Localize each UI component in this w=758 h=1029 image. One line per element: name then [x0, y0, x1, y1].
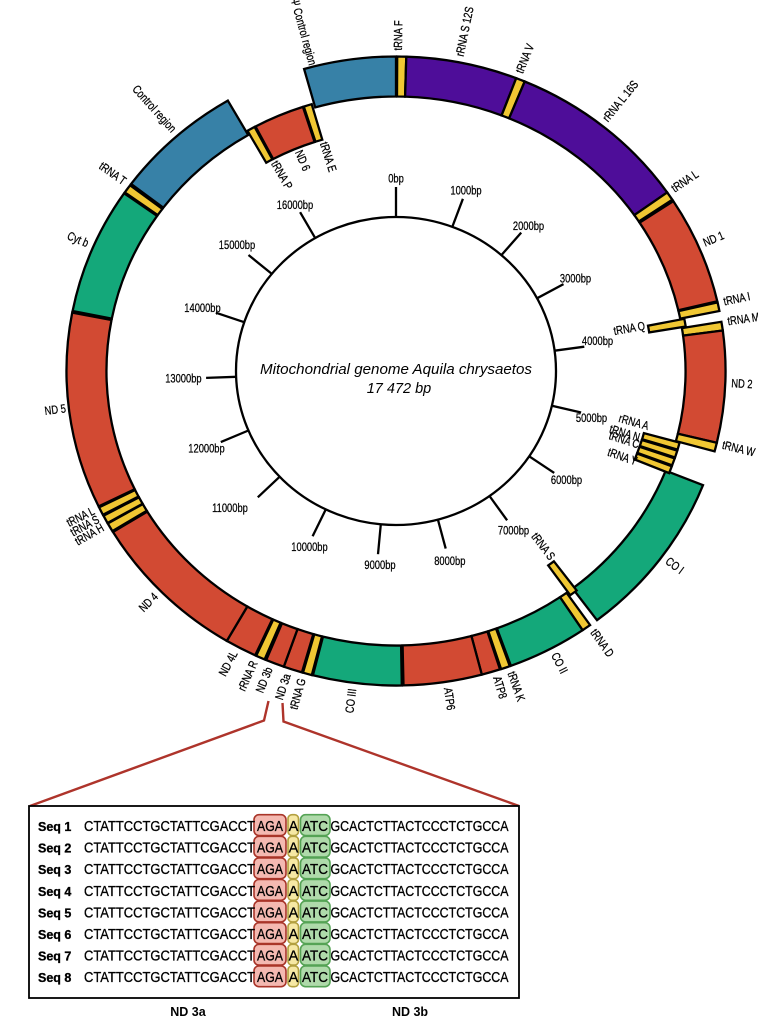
svg-text:A: A — [289, 970, 299, 986]
svg-text:15000bp: 15000bp — [219, 239, 255, 252]
svg-text:ATC: ATC — [302, 819, 328, 835]
svg-text:CTATTCCTGCTATTCGACCT: CTATTCCTGCTATTCGACCT — [84, 819, 255, 835]
svg-text:AGA: AGA — [257, 905, 283, 921]
svg-text:12000bp: 12000bp — [188, 442, 224, 455]
svg-text:GCACTCTTACTCCCTCTGCCA: GCACTCTTACTCCCTCTGCCA — [331, 884, 509, 900]
svg-text:Seq 7: Seq 7 — [38, 950, 71, 964]
svg-text:A: A — [289, 841, 299, 857]
svg-text:Seq 6: Seq 6 — [38, 928, 71, 942]
svg-text:A: A — [289, 819, 299, 835]
svg-text:AGA: AGA — [257, 949, 283, 965]
svg-text:Mitochondrial genome Aquila ch: Mitochondrial genome Aquila chrysaetos — [260, 362, 532, 378]
svg-text:ATC: ATC — [302, 841, 328, 857]
svg-text:ATC: ATC — [302, 970, 328, 986]
svg-text:14000bp: 14000bp — [184, 302, 220, 315]
svg-text:CTATTCCTGCTATTCGACCT: CTATTCCTGCTATTCGACCT — [84, 949, 255, 965]
svg-text:CTATTCCTGCTATTCGACCT: CTATTCCTGCTATTCGACCT — [84, 905, 255, 921]
svg-text:ATP6: ATP6 — [441, 687, 457, 711]
svg-text:ATC: ATC — [302, 884, 328, 900]
svg-text:tRNA F: tRNA F — [392, 20, 406, 51]
svg-text:GCACTCTTACTCCCTCTGCCA: GCACTCTTACTCCCTCTGCCA — [331, 949, 509, 965]
svg-text:ATC: ATC — [302, 949, 328, 965]
svg-text:tRNA Q: tRNA Q — [613, 320, 647, 339]
svg-text:A: A — [289, 949, 299, 965]
svg-text:AGA: AGA — [257, 884, 283, 900]
svg-text:ATC: ATC — [302, 862, 328, 878]
svg-text:7000bp: 7000bp — [498, 524, 529, 537]
svg-text:GCACTCTTACTCCCTCTGCCA: GCACTCTTACTCCCTCTGCCA — [331, 927, 509, 943]
svg-text:AGA: AGA — [257, 862, 283, 878]
svg-text:Seq 4: Seq 4 — [38, 885, 71, 899]
svg-text:2000bp: 2000bp — [513, 220, 544, 233]
svg-text:AGA: AGA — [257, 841, 283, 857]
svg-text:AGA: AGA — [257, 819, 283, 835]
svg-text:tRNA M: tRNA M — [727, 311, 758, 329]
svg-text:GCACTCTTACTCCCTCTGCCA: GCACTCTTACTCCCTCTGCCA — [331, 819, 509, 835]
svg-text:ATC: ATC — [302, 905, 328, 921]
svg-text:A: A — [289, 905, 299, 921]
svg-text:A: A — [289, 884, 299, 900]
svg-text:16000bp: 16000bp — [277, 199, 313, 212]
svg-text:ND 5: ND 5 — [44, 402, 67, 418]
svg-text:ND 2: ND 2 — [731, 377, 753, 391]
svg-text:Seq 2: Seq 2 — [38, 842, 71, 856]
svg-text:17 472 bp: 17 472 bp — [367, 381, 432, 397]
svg-text:GCACTCTTACTCCCTCTGCCA: GCACTCTTACTCCCTCTGCCA — [331, 862, 509, 878]
svg-text:A: A — [289, 862, 299, 878]
svg-text:ATP8: ATP8 — [490, 675, 509, 701]
svg-text:AGA: AGA — [257, 927, 283, 943]
svg-text:AGA: AGA — [257, 970, 283, 986]
svg-text:10000bp: 10000bp — [291, 541, 327, 554]
svg-text:ND 3b: ND 3b — [392, 1005, 428, 1019]
svg-text:CO III: CO III — [343, 688, 359, 714]
svg-text:1000bp: 1000bp — [450, 184, 481, 197]
svg-text:GCACTCTTACTCCCTCTGCCA: GCACTCTTACTCCCTCTGCCA — [331, 841, 509, 857]
svg-text:CTATTCCTGCTATTCGACCT: CTATTCCTGCTATTCGACCT — [84, 862, 255, 878]
svg-text:6000bp: 6000bp — [551, 474, 582, 487]
svg-text:3000bp: 3000bp — [560, 272, 591, 285]
svg-text:CTATTCCTGCTATTCGACCT: CTATTCCTGCTATTCGACCT — [84, 841, 255, 857]
svg-text:Seq 1: Seq 1 — [38, 820, 71, 834]
svg-text:CTATTCCTGCTATTCGACCT: CTATTCCTGCTATTCGACCT — [84, 884, 255, 900]
svg-text:Seq 8: Seq 8 — [38, 971, 71, 985]
svg-text:ND 3a: ND 3a — [170, 1005, 206, 1019]
svg-text:0bp: 0bp — [388, 172, 404, 185]
svg-text:tRNA I: tRNA I — [722, 290, 751, 309]
svg-text:11000bp: 11000bp — [212, 502, 248, 515]
svg-text:8000bp: 8000bp — [434, 555, 465, 568]
svg-text:CTATTCCTGCTATTCGACCT: CTATTCCTGCTATTCGACCT — [84, 927, 255, 943]
svg-text:5000bp: 5000bp — [576, 412, 607, 425]
svg-text:4000bp: 4000bp — [582, 335, 613, 348]
svg-text:GCACTCTTACTCCCTCTGCCA: GCACTCTTACTCCCTCTGCCA — [331, 970, 509, 986]
svg-text:ATC: ATC — [302, 927, 328, 943]
svg-text:Seq 3: Seq 3 — [38, 863, 71, 877]
svg-text:GCACTCTTACTCCCTCTGCCA: GCACTCTTACTCCCTCTGCCA — [331, 905, 509, 921]
svg-text:13000bp: 13000bp — [165, 372, 201, 385]
svg-text:CTATTCCTGCTATTCGACCT: CTATTCCTGCTATTCGACCT — [84, 970, 255, 986]
svg-text:A: A — [289, 927, 299, 943]
svg-text:Seq 5: Seq 5 — [38, 906, 71, 920]
svg-text:9000bp: 9000bp — [364, 559, 395, 572]
